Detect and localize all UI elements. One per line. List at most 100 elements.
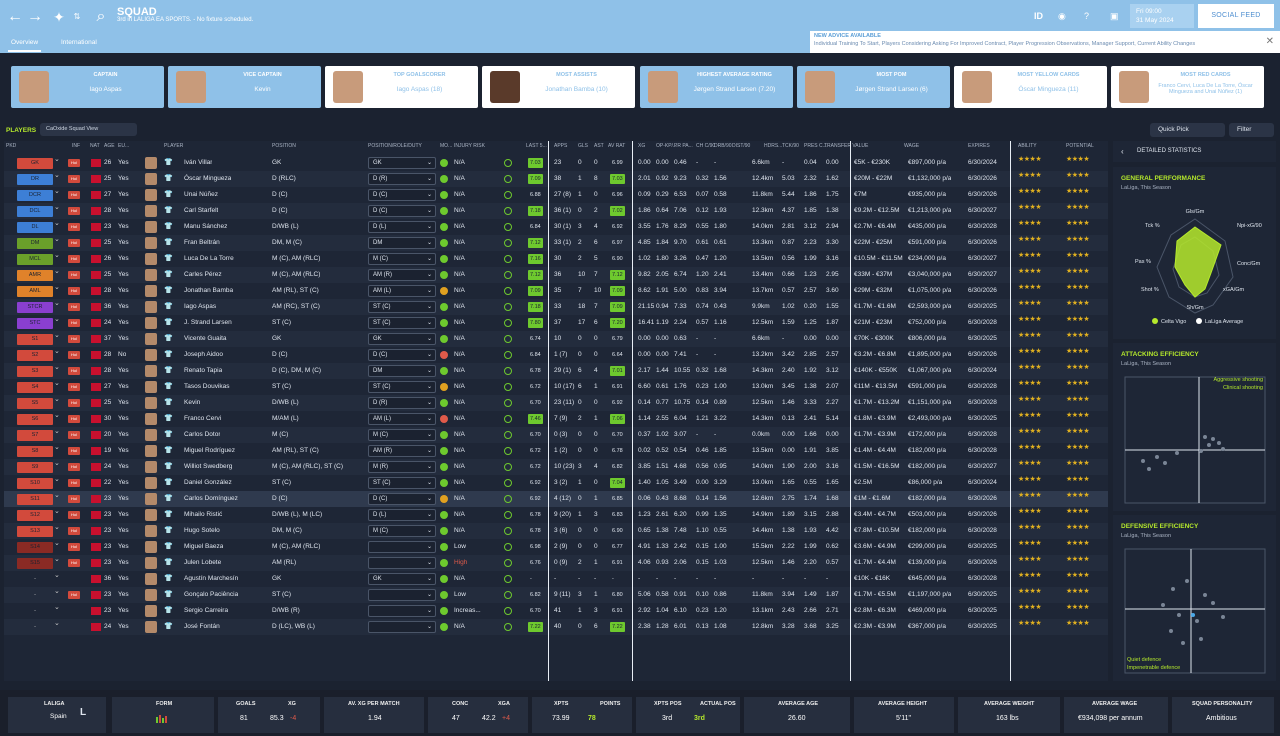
role-select[interactable]: M (R) ⌄ <box>368 461 436 473</box>
table-row[interactable]: S15 ⌄ Hol 👕 23 Yes Julen Lobete AM (RL) High 0 (9… <box>4 555 1108 571</box>
player-name[interactable]: Carl Starfelt <box>184 207 219 214</box>
advice-banner[interactable]: NEW ADVICE AVAILABLE Individual Training… <box>810 31 1280 53</box>
table-row[interactable]: S11 ⌄ Hol 👕 23 Yes Carlos Domínguez D (C) N/A 4 (… <box>4 491 1108 507</box>
role-select[interactable]: GK ⌄ <box>368 157 436 169</box>
chevron-down-icon[interactable]: ⌄ <box>54 268 60 275</box>
position-tag[interactable]: DCR <box>17 190 53 201</box>
position-tag[interactable]: DR <box>17 174 53 185</box>
table-row[interactable]: S4 ⌄ Hol 👕 27 Yes Tasos Douvikas ST (C) N/A 10 (1… <box>4 379 1108 395</box>
column-header[interactable]: AV RAT <box>608 143 626 149</box>
position-tag[interactable]: S10 <box>17 478 53 489</box>
column-header[interactable]: MO... <box>440 143 453 149</box>
player-name[interactable]: Luca De La Torre <box>184 255 234 262</box>
chevron-down-icon[interactable]: ⌄ <box>54 620 60 627</box>
table-row[interactable]: S1 ⌄ Hol 👕 37 Yes Vicente Guaita GK N/A 10 0 0 0.00 0… <box>4 331 1108 347</box>
view-select[interactable]: CaOxide Squad View <box>40 123 137 136</box>
role-select[interactable]: ⌄ <box>368 557 436 569</box>
back-arrow-icon[interactable]: ← <box>7 8 23 25</box>
chevron-down-icon[interactable]: ⌄ <box>54 396 60 403</box>
position-tag[interactable]: - <box>34 576 36 582</box>
chevron-down-icon[interactable]: ⌄ <box>54 252 60 259</box>
position-tag[interactable]: STC <box>17 318 53 329</box>
column-header[interactable]: WAGE <box>904 143 920 149</box>
player-name[interactable]: Iago Aspas <box>184 303 217 310</box>
position-tag[interactable]: - <box>34 592 36 598</box>
filter-button[interactable]: Filter <box>1229 123 1274 137</box>
chevron-down-icon[interactable]: ⌄ <box>54 476 60 483</box>
table-row[interactable]: STC ⌄ Hol 👕 24 Yes J. Strand Larsen ST (C) N/A 37… <box>4 315 1108 331</box>
position-tag[interactable]: S14 <box>17 542 53 553</box>
position-tag[interactable]: S6 <box>17 414 53 425</box>
role-select[interactable]: DM ⌄ <box>368 237 436 249</box>
chevron-down-icon[interactable]: ⌄ <box>54 444 60 451</box>
crest-chevron-icon[interactable]: ⇅ <box>73 12 81 21</box>
chevron-down-icon[interactable]: ⌄ <box>54 412 60 419</box>
social-feed-button[interactable]: SOCIAL FEED <box>1198 4 1274 28</box>
player-name[interactable]: Sergio Carreira <box>184 607 229 614</box>
chevron-down-icon[interactable]: ⌄ <box>54 300 60 307</box>
league-cell[interactable]: LALIGA Spain L <box>8 697 106 733</box>
player-name[interactable]: Vicente Guaita <box>184 335 227 342</box>
role-select[interactable]: D (L) ⌄ <box>368 509 436 521</box>
table-row[interactable]: S13 ⌄ Hol 👕 23 Yes Hugo Sotelo DM, M (C) N/A 3 (6… <box>4 523 1108 539</box>
continue-icon[interactable]: ▣ <box>1110 11 1119 21</box>
player-name[interactable]: Mihailo Ristić <box>184 511 223 518</box>
column-header[interactable]: INJURY RISK <box>454 143 485 149</box>
chevron-down-icon[interactable]: ⌄ <box>54 364 60 371</box>
player-name[interactable]: Carlos Dotor <box>184 431 221 438</box>
table-row[interactable]: DCR ⌄ Hol 👕 27 Yes Unai Núñez D (C) N/A 27 (8) 1 0 0… <box>4 187 1108 203</box>
role-select[interactable]: ⌄ <box>368 589 436 601</box>
column-header[interactable]: POSITION/ROLE/DUTY <box>368 143 422 149</box>
position-tag[interactable]: S12 <box>17 510 53 521</box>
column-header[interactable]: OP-KP/... <box>656 143 678 149</box>
role-select[interactable]: ⌄ <box>368 605 436 617</box>
column-header[interactable]: PRES C... <box>804 143 827 149</box>
column-header[interactable]: DRB/90 <box>714 143 732 149</box>
player-name[interactable]: J. Strand Larsen <box>184 319 232 326</box>
role-select[interactable]: AM (R) ⌄ <box>368 445 436 457</box>
table-row[interactable]: S2 ⌄ Hol 👕 28 No Joseph Aidoo D (C) N/A 1 (7) 0 0 0.… <box>4 347 1108 363</box>
award-top-goalscorer[interactable]: TOP GOALSCORER Iago Aspas (18) <box>325 66 478 108</box>
role-select[interactable]: M (C) ⌄ <box>368 525 436 537</box>
column-header[interactable]: NAT <box>90 143 100 149</box>
position-tag[interactable]: S13 <box>17 526 53 537</box>
table-row[interactable]: S10 ⌄ Hol 👕 22 Yes Daniel González ST (C) N/A 3 (… <box>4 475 1108 491</box>
chevron-down-icon[interactable]: ⌄ <box>54 348 60 355</box>
column-header[interactable]: CH C/90 <box>696 143 716 149</box>
role-select[interactable]: D (C) ⌄ <box>368 349 436 361</box>
player-name[interactable]: Carlos Domínguez <box>184 495 238 502</box>
role-select[interactable]: ST (C) ⌄ <box>368 317 436 329</box>
player-name[interactable]: Kevin <box>184 399 201 406</box>
role-select[interactable]: ST (C) ⌄ <box>368 301 436 313</box>
table-row[interactable]: DR ⌄ Hol 👕 25 Yes Óscar Mingueza D (RLC) N/A 38 1 8… <box>4 171 1108 187</box>
column-header[interactable]: LAST 5... <box>526 143 547 149</box>
column-header[interactable]: TCK/90 <box>782 143 799 149</box>
role-select[interactable]: GK ⌄ <box>368 333 436 345</box>
column-header[interactable]: DIST/90 <box>732 143 751 149</box>
position-tag[interactable]: S7 <box>17 430 53 441</box>
player-name[interactable]: Franco Cervi <box>184 415 222 422</box>
table-row[interactable]: AMR ⌄ Hol 👕 25 Yes Carles Pérez M (C), AM (RLC)… <box>4 267 1108 283</box>
player-name[interactable]: Hugo Sotelo <box>184 527 220 534</box>
table-row[interactable]: DL ⌄ Hol 👕 23 Yes Manu Sánchez D/WB (L) N/A 30 (1… <box>4 219 1108 235</box>
chevron-down-icon[interactable]: ⌄ <box>54 284 60 291</box>
chevron-down-icon[interactable]: ⌄ <box>54 428 60 435</box>
table-row[interactable]: S8 ⌄ Hol 👕 19 Yes Miguel Rodríguez AM (RL), ST … <box>4 443 1108 459</box>
player-name[interactable]: Jonathan Bamba <box>184 287 234 294</box>
table-row[interactable]: - ⌄ 👕 24 Yes José Fontán D (LC), WB (L) N/A 40 0 6… <box>4 619 1108 635</box>
position-tag[interactable]: GK <box>17 158 53 169</box>
id-button[interactable]: ID <box>1034 11 1043 21</box>
table-row[interactable]: - ⌄ 👕 23 Yes Sergio Carreira D/WB (R) Increas..… <box>4 603 1108 619</box>
column-header[interactable]: GLS <box>578 143 589 149</box>
award-highest-rating[interactable]: HIGHEST AVERAGE RATING Jørgen Strand Lars… <box>640 66 793 108</box>
role-select[interactable]: D (L) ⌄ <box>368 221 436 233</box>
player-name[interactable]: Miguel Rodríguez <box>184 447 235 454</box>
role-select[interactable]: AM (R) ⌄ <box>368 269 436 281</box>
position-tag[interactable]: DL <box>17 222 53 233</box>
chevron-down-icon[interactable]: ⌄ <box>54 380 60 387</box>
player-name[interactable]: Williot Swedberg <box>184 463 233 470</box>
table-row[interactable]: S6 ⌄ Hol 👕 30 Yes Franco Cervi M/AM (L) N/A 7 (9)… <box>4 411 1108 427</box>
tab-international[interactable]: International <box>61 39 97 46</box>
chevron-down-icon[interactable]: ⌄ <box>54 156 60 163</box>
chevron-down-icon[interactable]: ⌄ <box>54 604 60 611</box>
